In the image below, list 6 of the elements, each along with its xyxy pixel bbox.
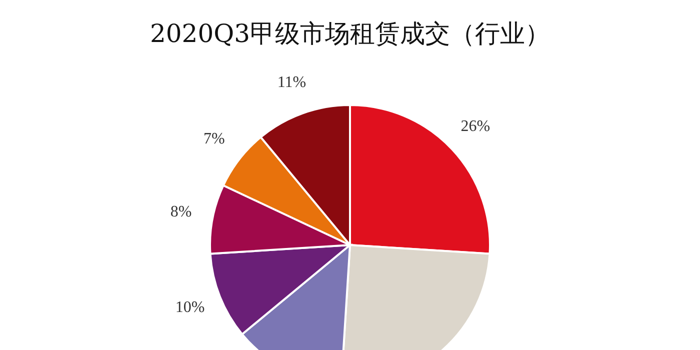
data-label: 7%	[203, 130, 225, 148]
chart-title: 2020Q3甲级市场租赁成交（行业）	[150, 19, 550, 48]
data-label: 8%	[170, 203, 192, 220]
data-label: 11%	[277, 74, 306, 91]
data-label: 26%	[460, 118, 490, 135]
data-label: 10%	[175, 298, 205, 316]
